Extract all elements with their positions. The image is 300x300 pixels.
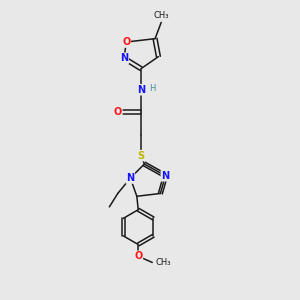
Text: N: N (126, 173, 134, 183)
Text: O: O (114, 107, 122, 117)
Text: CH₃: CH₃ (154, 11, 169, 20)
Text: N: N (137, 85, 145, 95)
Text: O: O (134, 251, 142, 261)
Text: N: N (161, 171, 169, 181)
Text: H: H (150, 84, 156, 93)
Text: O: O (122, 37, 130, 47)
Text: S: S (137, 151, 145, 160)
Text: CH₃: CH₃ (155, 258, 170, 267)
Text: N: N (120, 53, 128, 63)
